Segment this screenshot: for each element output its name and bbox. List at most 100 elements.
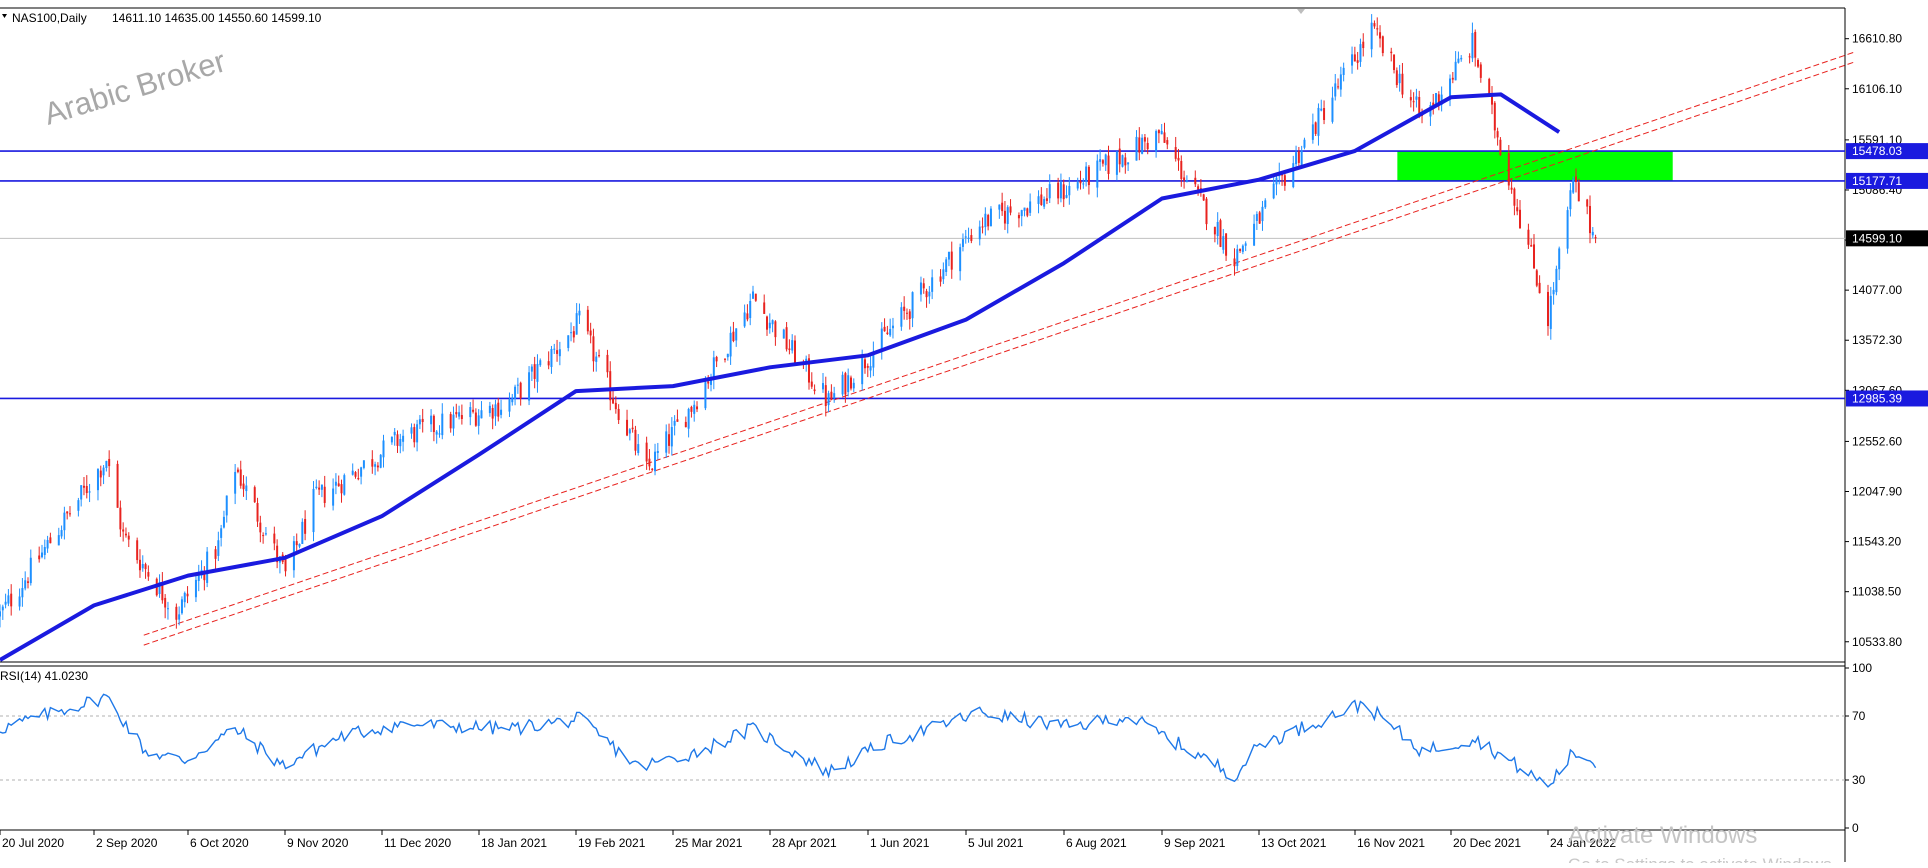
candle-body: [704, 382, 707, 409]
time-tick-label: 28 Apr 2021: [772, 836, 837, 850]
candle-body: [206, 551, 209, 583]
candle-body: [1594, 237, 1597, 239]
current-price-tag: [1846, 230, 1928, 247]
candle-body: [1477, 59, 1480, 67]
candle-body: [273, 533, 276, 544]
candle-body: [1373, 23, 1376, 27]
candle-body: [376, 465, 379, 468]
candle-body: [0, 611, 1, 617]
candle-body: [558, 349, 561, 357]
candle-body: [1177, 157, 1180, 161]
candle-body: [575, 313, 578, 335]
candle-body: [421, 418, 424, 423]
candle-body: [26, 581, 29, 583]
candle-body: [1297, 151, 1300, 163]
shift-marker-icon[interactable]: [1297, 9, 1305, 14]
candle-body: [827, 393, 830, 406]
candle-body: [1451, 77, 1454, 80]
candle-body: [1370, 22, 1373, 50]
candle-body: [1412, 101, 1415, 103]
candle-body: [1183, 177, 1186, 181]
rsi-label: RSI(14) 41.0230: [0, 669, 88, 683]
candle-body: [1552, 289, 1555, 295]
time-tick-label: 13 Oct 2021: [1261, 836, 1327, 850]
candle-body: [1020, 210, 1023, 217]
candle-body: [771, 320, 774, 325]
candle-body: [1239, 248, 1242, 251]
candle-body: [334, 481, 337, 486]
candle-body: [1395, 70, 1398, 86]
candle-body: [743, 312, 746, 327]
candle-body: [60, 530, 63, 537]
candle-body: [1339, 74, 1342, 90]
time-tick-label: 2 Sep 2020: [96, 836, 158, 850]
candle-body: [651, 468, 654, 471]
candle-body: [900, 307, 903, 327]
rsi-tick-label: 100: [1852, 661, 1872, 675]
candle-body: [606, 354, 609, 373]
candle-body: [1488, 78, 1491, 96]
candle-body: [766, 316, 769, 330]
candle-body: [1040, 194, 1043, 206]
candle-body: [1236, 249, 1239, 267]
candle-body: [1283, 175, 1286, 186]
candle-body: [63, 512, 66, 531]
candle-body: [1065, 195, 1068, 198]
candle-body: [1043, 199, 1046, 207]
candle-body: [617, 408, 620, 421]
candle-body: [21, 588, 24, 598]
candle-body: [1146, 142, 1149, 150]
candle-body: [631, 427, 634, 430]
candle-body: [1255, 214, 1258, 221]
candle-body: [665, 431, 668, 453]
candle-body: [1180, 160, 1183, 180]
moving-average-line: [0, 92, 1561, 662]
candle-body: [1454, 61, 1457, 81]
candle-body: [259, 522, 262, 533]
level-price-tag: [1846, 143, 1928, 160]
candle-body: [612, 398, 615, 404]
candle-body: [337, 483, 340, 487]
candle-body: [1356, 60, 1359, 63]
level-price-tag-label: 15478.03: [1852, 144, 1902, 158]
candle-body: [1507, 153, 1510, 186]
candle-body: [438, 433, 441, 435]
candle-body: [1334, 83, 1337, 97]
candle-body: [528, 372, 531, 401]
candle-body: [508, 399, 511, 412]
candle-body: [379, 454, 382, 468]
candle-body: [1510, 187, 1513, 190]
candle-body: [844, 373, 847, 395]
candle-body: [964, 236, 967, 238]
candle-body: [197, 575, 200, 581]
candle-body: [357, 478, 360, 480]
candle-body: [511, 397, 514, 403]
candle-body: [1577, 182, 1580, 202]
candle-body: [556, 350, 559, 354]
candle-body: [1264, 200, 1267, 208]
candle-body: [732, 331, 735, 342]
candle-body: [304, 519, 307, 534]
candle-body: [1533, 244, 1536, 269]
candle-body: [712, 357, 715, 379]
time-tick-label: 25 Mar 2021: [675, 836, 743, 850]
candle-body: [942, 269, 945, 280]
candle-body: [108, 458, 111, 467]
candle-body: [987, 215, 990, 227]
candle-body: [945, 259, 948, 273]
candle-body: [234, 471, 237, 494]
candle-body: [24, 580, 27, 589]
symbol-label: NAS100,Daily: [12, 11, 87, 25]
candle-body: [460, 415, 463, 419]
supply-zone-layer: [1397, 151, 1673, 181]
candle-body: [1398, 73, 1401, 84]
candle-body: [961, 239, 964, 247]
candle-body: [1048, 184, 1051, 199]
candle-body: [77, 500, 80, 511]
candle-body: [793, 340, 796, 365]
candle-body: [374, 464, 377, 467]
candle-body: [886, 332, 889, 335]
dropdown-triangle-icon[interactable]: [2, 14, 7, 18]
